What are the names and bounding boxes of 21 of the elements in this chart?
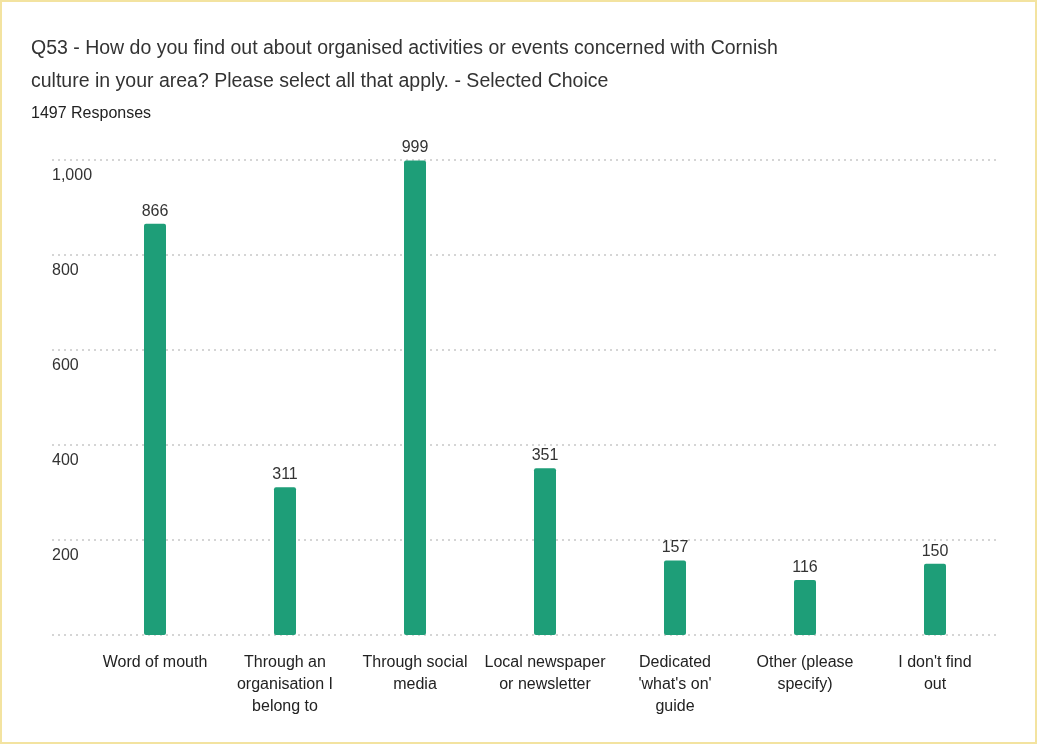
x-tick-label: Dedicated 'what's on' guide bbox=[638, 653, 712, 714]
x-tick-label: Word of mouth bbox=[102, 653, 208, 670]
data-label: 866 bbox=[141, 201, 169, 219]
y-tick-label: 800 bbox=[52, 261, 79, 278]
x-tick-label: Through an organisation I belong to bbox=[236, 653, 334, 714]
x-tick-label: Other (please specify) bbox=[756, 653, 854, 692]
chart-title: Q53 - How do you find out about organised activities or events concerned with Cornish culture in your area? Please select all that apply. - Selected Choice bbox=[31, 36, 778, 91]
data-label: 150 bbox=[921, 541, 949, 559]
x-tick-label: Local newspaper or newsletter bbox=[484, 653, 607, 692]
data-label: 311 bbox=[272, 465, 298, 483]
y-tick-label: 600 bbox=[52, 356, 79, 373]
data-label: 157 bbox=[661, 538, 689, 556]
chart-subtitle: 1497 Responses bbox=[31, 104, 152, 121]
data-label: 999 bbox=[401, 138, 429, 156]
y-tick-label: 200 bbox=[52, 546, 79, 563]
x-tick-label: I don't find out bbox=[898, 653, 972, 692]
data-label: 116 bbox=[792, 557, 818, 575]
data-label: 351 bbox=[531, 446, 559, 464]
y-tick-label: 1,000 bbox=[52, 166, 93, 183]
x-tick-label: Through social media bbox=[362, 653, 468, 692]
y-tick-label: 400 bbox=[52, 451, 79, 468]
